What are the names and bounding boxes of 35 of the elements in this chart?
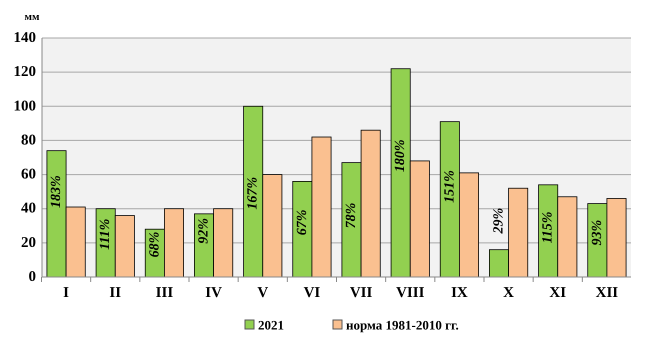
annotation: 111% — [98, 218, 114, 250]
annotation: 29% — [491, 208, 506, 234]
annotation: 151% — [442, 170, 458, 203]
annotation: 183% — [49, 175, 64, 208]
y-tick-label: 20 — [21, 234, 36, 251]
x-tick-label: VIII — [396, 285, 425, 301]
annotation: 93% — [590, 220, 605, 246]
annotation: 92% — [196, 218, 212, 244]
x-tick-label: IV — [205, 285, 222, 301]
annotation: 68% — [147, 232, 162, 258]
annotation: 67% — [294, 210, 310, 236]
legend-label: 2021 — [258, 318, 284, 332]
y-tick-label: 140 — [14, 30, 36, 46]
annotation: 180% — [393, 139, 408, 172]
x-tick-label: III — [156, 285, 174, 301]
x-tick-label: XII — [596, 285, 618, 301]
y-tick-label: 100 — [14, 98, 36, 114]
x-tick-label: XI — [549, 285, 566, 301]
y-tick-label: 60 — [21, 166, 36, 183]
y-tick-label: 80 — [21, 132, 36, 148]
x-tick-label: VII — [350, 285, 372, 301]
x-tick-label: IX — [451, 285, 468, 301]
x-tick-label: X — [503, 285, 514, 301]
x-tick-label: I — [63, 285, 70, 301]
y-tick-label: 40 — [21, 200, 36, 217]
legend-label: норма 1981-2010 гг. — [346, 318, 459, 332]
x-tick-label: II — [109, 285, 122, 301]
y-axis-title: мм — [24, 11, 40, 23]
annotation: 115% — [540, 212, 556, 244]
x-tick-label: VI — [304, 285, 320, 301]
annotation: 78% — [344, 202, 359, 228]
y-tick-label: 120 — [14, 64, 36, 80]
y-tick-label: 0 — [28, 269, 36, 285]
annotation: 167% — [246, 177, 261, 210]
x-tick-label: V — [257, 285, 268, 301]
